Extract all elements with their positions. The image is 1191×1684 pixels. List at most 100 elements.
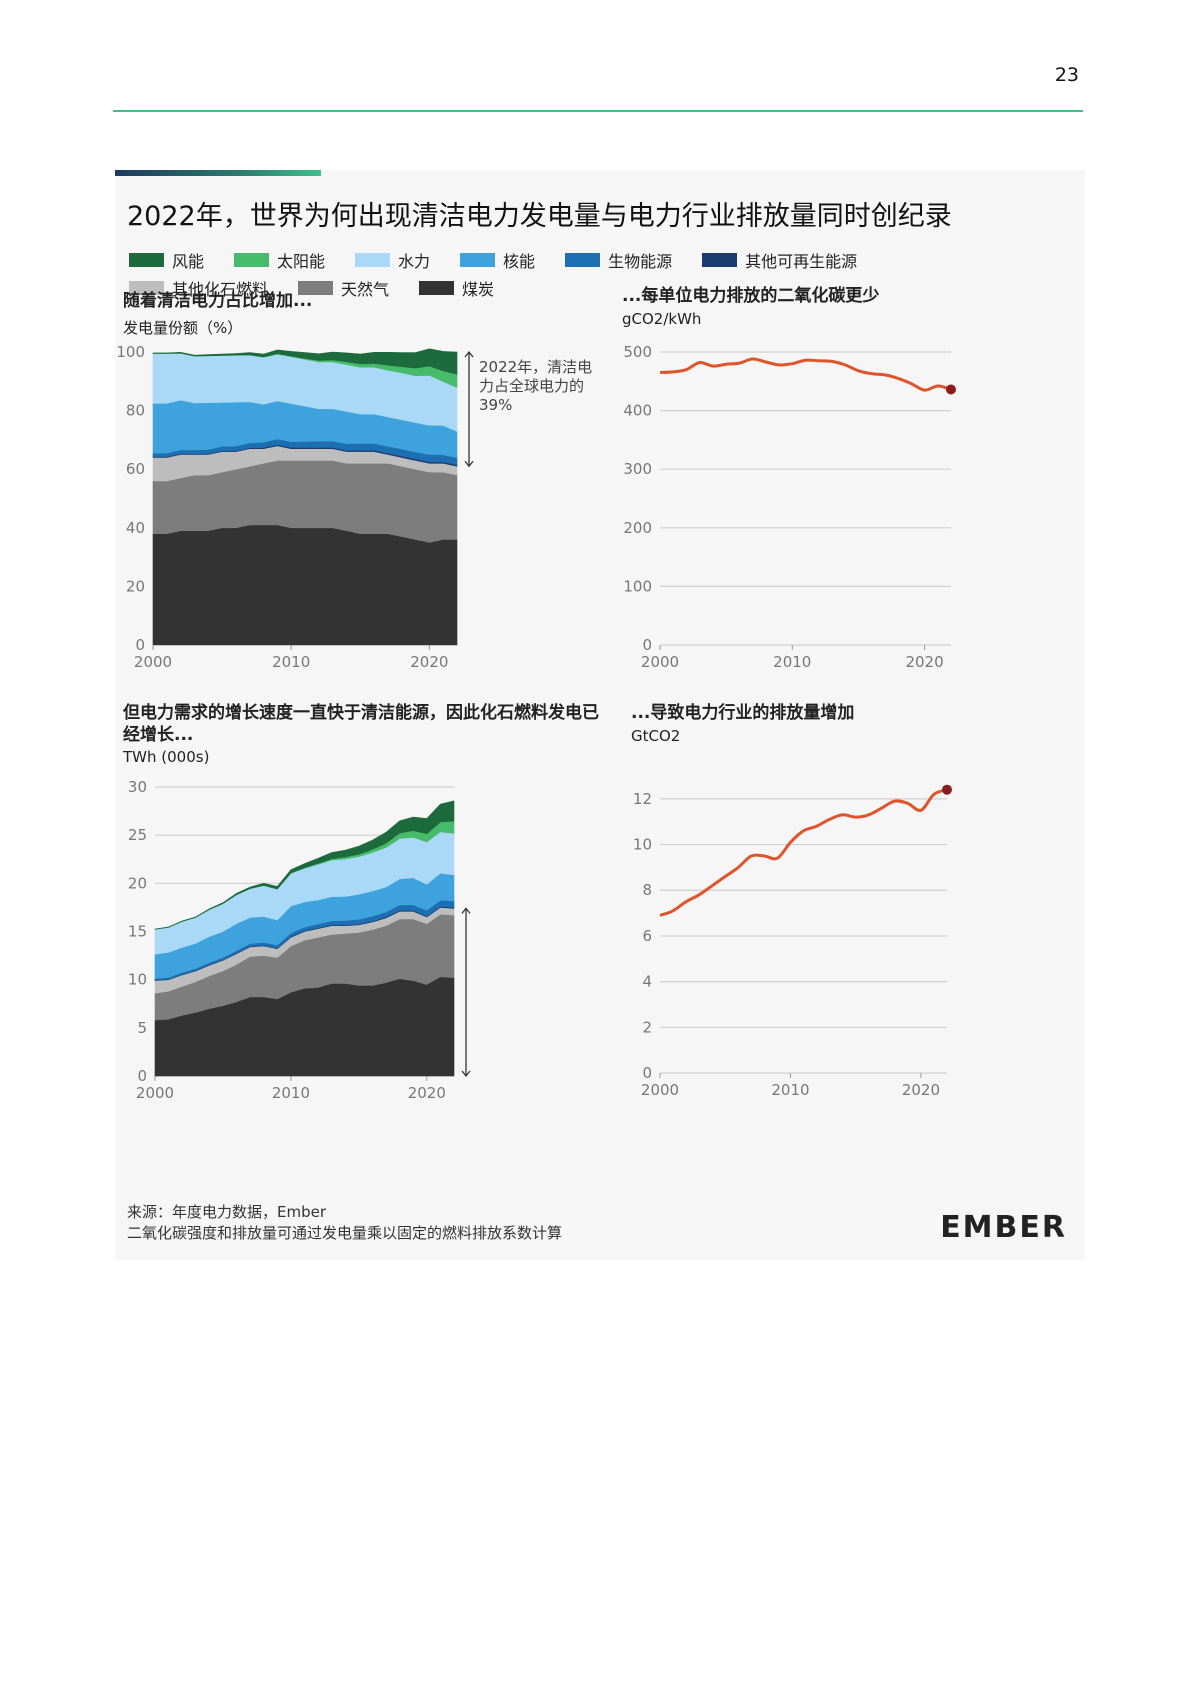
bracket-arrow-top [461,907,471,914]
x-tick-label: 2000 [136,1084,174,1102]
chart-share-title: 随着清洁电力占比增加... [123,291,313,311]
y-tick-label: 30 [128,778,147,796]
y-tick-label: 200 [623,519,652,537]
legend-label: 风能 [172,252,205,271]
chart-intensity-unit: gCO2/kWh [622,310,702,328]
y-tick-label: 8 [642,881,652,899]
legend-swatch [419,281,455,295]
panel-accent-bar [115,170,321,176]
legend-item: 风能 [129,248,204,272]
legend-label: 生物能源 [608,252,673,271]
legend: 风能 太阳能 水力 核能 生物能源 其他可再生能源 其他化石燃料 天然气 煤炭 [129,246,1029,302]
legend-row-fossil: 其他化石燃料 天然气 煤炭 [129,274,1029,302]
latest-value-point [946,384,956,395]
y-tick-label: 20 [126,577,145,595]
x-tick-label: 2000 [134,653,172,671]
clean-share-annotation: 2022年，清洁电力占全球电力的39% [479,358,593,414]
header-rule [113,110,1083,112]
y-tick-label: 100 [623,577,652,595]
y-tick-label: 20 [128,874,147,892]
x-tick-label: 2000 [641,1081,679,1099]
y-tick-label: 400 [623,402,652,420]
y-tick-label: 300 [623,460,652,478]
chart-emissions-unit: GtCO2 [631,727,681,745]
chart-generation-title: 但电力需求的增长速度一直快于清洁能源，因此化石燃料发电已经增长... [123,703,599,745]
legend-item: 水力 [355,248,430,272]
method-note-line: 二氧化碳强度和排放量可通过发电量乘以固定的燃料排放系数计算 [127,1224,563,1242]
chart-emissions-title: ...导致电力行业的排放量增加 [631,703,855,723]
legend-swatch [234,253,270,267]
source-note: 来源：年度电力数据，Ember 二氧化碳强度和排放量可通过发电量乘以固定的燃料排… [127,1202,562,1244]
y-tick-label: 0 [642,1064,652,1082]
x-tick-label: 2020 [905,653,943,671]
legend-row-renewables: 风能 太阳能 水力 核能 生物能源 其他可再生能源 [129,246,1029,274]
bracket-arrow-bottom [461,1070,471,1078]
legend-item: 生物能源 [565,248,672,272]
legend-item: 天然气 [298,276,389,300]
legend-label: 其他可再生能源 [745,252,858,271]
x-tick-label: 2020 [902,1081,940,1099]
x-tick-label: 2020 [408,1084,446,1102]
legend-label: 其他化石燃料 [172,280,269,299]
y-tick-label: 0 [137,1067,147,1085]
legend-swatch [460,253,496,267]
chart-intensity-title: ...每单位电力排放的二氧化碳更少 [622,286,880,306]
x-tick-label: 2010 [771,1081,809,1099]
y-tick-label: 12 [633,790,652,808]
legend-swatch [355,253,391,267]
y-tick-label: 5 [137,1019,147,1037]
legend-item: 其他可再生能源 [702,248,857,272]
y-tick-label: 6 [642,927,652,945]
legend-label: 煤炭 [462,280,495,299]
chart-generation: 0 5 10 15 20 25 30 2000 2010 2020 [128,778,471,1102]
x-tick-label: 2000 [641,653,679,671]
y-tick-label: 10 [633,836,652,854]
y-tick-label: 10 [128,971,147,989]
y-tick-label: 25 [128,826,147,844]
area-series [152,524,458,646]
source-line: 来源：年度电力数据，Ember [127,1203,327,1221]
legend-swatch [565,253,601,267]
y-tick-label: 40 [126,519,145,537]
legend-label: 天然气 [341,280,390,299]
legend-item: 其他化石燃料 [129,276,268,300]
legend-item: 煤炭 [419,276,494,300]
x-tick-label: 2010 [272,653,310,671]
legend-swatch [298,281,334,295]
legend-label: 核能 [503,252,536,271]
chart-share-unit: 发电量份额（%） [123,319,243,337]
chart-emissions: 0 2 4 6 8 10 12 2000 2010 2020 [633,784,952,1099]
legend-swatch [129,281,164,295]
y-tick-label: 15 [128,923,147,941]
page-number: 23 [1054,64,1079,86]
y-tick-label: 500 [623,343,652,361]
bracket-arrow-top [464,350,474,358]
area-series [154,800,455,930]
y-tick-label: 60 [126,460,145,478]
legend-item: 核能 [460,248,535,272]
legend-label: 太阳能 [277,252,326,271]
chart-intensity: 0 100 200 300 400 500 2000 2010 2020 [623,343,956,671]
legend-label: 水力 [398,252,431,271]
figure-panel: 2022年，世界为何出现清洁电力发电量与电力行业排放量同时创纪录 风能 太阳能 水力… [115,170,1085,1260]
ember-logo: EMBER [940,1210,1067,1245]
y-tick-label: 80 [126,402,145,420]
legend-swatch [129,253,164,267]
legend-item: 太阳能 [234,248,325,272]
y-tick-label: 2 [642,1018,652,1036]
y-tick-label: 4 [642,973,652,991]
x-tick-label: 2010 [773,653,811,671]
line-series [659,357,952,392]
y-tick-label: 0 [135,636,145,654]
legend-swatch [702,253,738,267]
area-series [152,348,458,375]
y-tick-label: 100 [116,343,145,361]
bracket-arrow-bottom [464,460,474,468]
x-tick-label: 2010 [272,1084,310,1102]
y-tick-label: 0 [642,636,652,654]
latest-value-point [942,784,952,795]
chart-share: 0 20 40 60 80 100 2000 2010 2020 [116,343,474,671]
figure-title: 2022年，世界为何出现清洁电力发电量与电力行业排放量同时创纪录 [127,201,952,232]
line-series [659,788,948,917]
